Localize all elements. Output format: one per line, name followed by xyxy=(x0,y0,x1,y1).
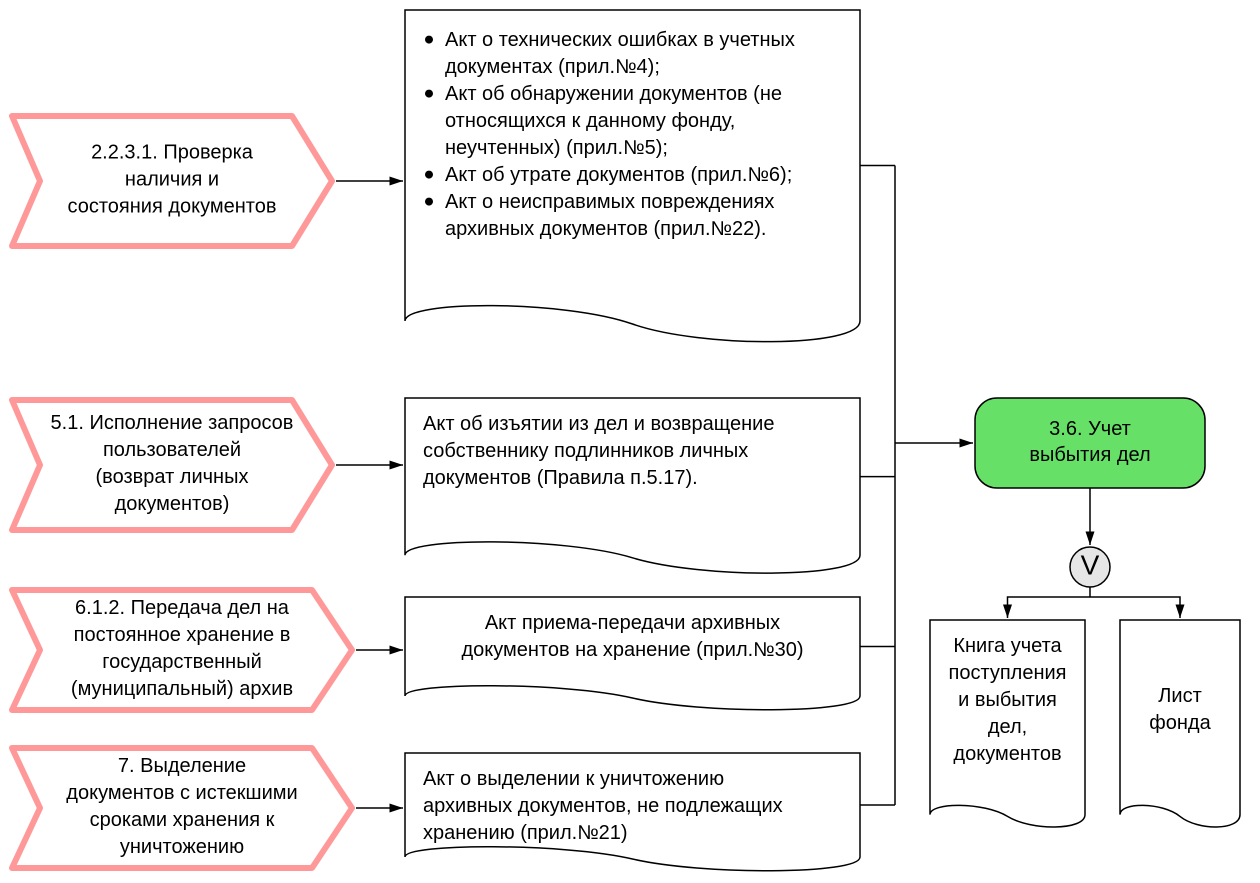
doc-text: архивных документов (прил.№22). xyxy=(445,218,766,240)
connector xyxy=(1008,597,1091,618)
document-d6: Лист фонда xyxy=(1120,620,1240,827)
bullet-icon xyxy=(425,36,433,44)
process-label: 3.6. Учет xyxy=(1049,418,1131,440)
chevron-label: наличия и xyxy=(125,169,219,191)
doc-text: архивных документов, не подлежащих xyxy=(423,795,783,817)
document-d4: Акт о выделении к уничтожению архивных до… xyxy=(405,753,860,871)
doc-text: относящихся к данному фонду, xyxy=(445,110,735,132)
or-gate: V xyxy=(1070,547,1110,587)
doc-text: Акт приема-передачи архивных xyxy=(485,612,780,634)
chevron-label: документов с истекшими xyxy=(66,782,297,804)
doc-text: неучтенных) (прил.№5); xyxy=(445,137,668,159)
bullet-icon xyxy=(425,171,433,179)
doc-text: документах (прил.№4); xyxy=(445,56,660,78)
bullet-icon xyxy=(425,90,433,98)
chevron-ch4: 7. Выделение документов с истекшими срокам… xyxy=(12,748,352,868)
document-d3: Акт приема-передачи архивных документов н… xyxy=(405,597,860,710)
chevron-label: сроками хранения к xyxy=(90,809,275,831)
doc-text: Книга учета xyxy=(953,635,1062,657)
chevron-label: государственный xyxy=(102,651,262,673)
process-p1: 3.6. Учет выбытия дел xyxy=(975,398,1205,488)
doc-text: и выбытия xyxy=(958,689,1057,711)
chevron-label: 2.2.3.1. Проверка xyxy=(91,142,254,164)
chevron-ch2: 5.1. Исполнение запросов пользователей (во… xyxy=(12,400,332,530)
doc-text: Лист xyxy=(1158,685,1201,707)
doc-text: Акт о технических ошибках в учетных xyxy=(445,29,795,51)
chevron-label: 5.1. Исполнение запросов xyxy=(51,412,294,434)
doc-text: Акт об утрате документов (прил.№6); xyxy=(445,164,792,186)
document-d1: Акт о технических ошибках в учетных докум… xyxy=(405,10,860,342)
document-d5: Книга учета поступления и выбытия дел, докум… xyxy=(930,620,1085,827)
document-d2: Акт об изъятии из дел и возвращение собст… xyxy=(405,398,860,573)
doc-text: Акт о выделении к уничтожению xyxy=(423,768,724,790)
chevron-label: документов) xyxy=(115,493,230,515)
chevron-label: (муниципальный) архив xyxy=(71,678,293,700)
doc-text: хранению (прил.№21) xyxy=(423,822,628,844)
chevron-label: 6.1.2. Передача дел на xyxy=(75,597,290,619)
doc-text: поступления xyxy=(948,662,1066,684)
chevron-label: пользователей xyxy=(103,439,241,461)
chevron-label: (возврат личных xyxy=(96,466,249,488)
chevron-label: постоянное хранение в xyxy=(74,624,291,646)
doc-text: дел, xyxy=(988,716,1027,738)
bullet-icon xyxy=(425,198,433,206)
doc-text: документов xyxy=(953,743,1061,765)
doc-text: документов на хранение (прил.№30) xyxy=(461,639,803,661)
doc-text: фонда xyxy=(1149,712,1211,734)
chevron-label: уничтожению xyxy=(120,836,244,858)
doc-text: Акт об обнаружении документов (не xyxy=(445,83,782,105)
doc-text: Акт об изъятии из дел и возвращение xyxy=(423,413,774,435)
or-label: V xyxy=(1081,550,1100,581)
doc-text: документов (Правила п.5.17). xyxy=(423,467,698,489)
chevron-label: состояния документов xyxy=(68,196,277,218)
process-label: выбытия дел xyxy=(1029,444,1150,466)
chevron-ch3: 6.1.2. Передача дел на постоянное хранени… xyxy=(12,590,352,710)
doc-text: собственнику подлинников личных xyxy=(423,440,748,462)
doc-text: Акт о неисправимых повреждениях xyxy=(445,191,774,213)
chevron-ch1: 2.2.3.1. Проверка наличия и состояния доку… xyxy=(12,116,332,246)
connector xyxy=(1090,597,1180,618)
chevron-label: 7. Выделение xyxy=(118,755,246,777)
